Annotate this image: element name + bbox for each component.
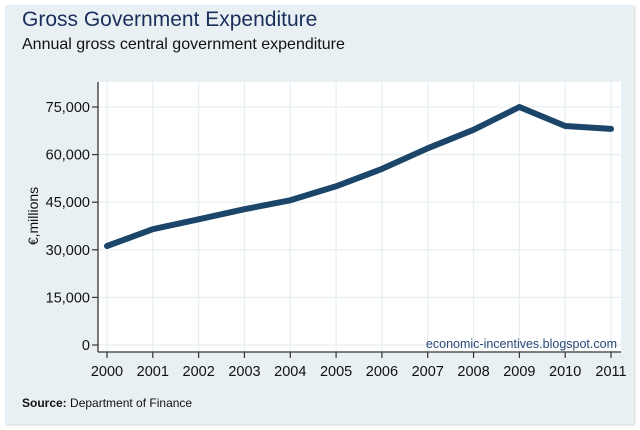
series-line (104, 104, 614, 249)
x-tick-label: 2002 (183, 364, 215, 380)
plot-area (98, 82, 621, 352)
x-tick-label: 2009 (503, 364, 535, 380)
series-group (104, 104, 614, 249)
x-tick-label: 2000 (91, 364, 123, 380)
x-tick-label: 2005 (320, 364, 352, 380)
x-tick-label: 2003 (228, 364, 260, 380)
y-tick-label: 15,000 (46, 290, 90, 306)
x-tick-label: 2007 (412, 364, 444, 380)
x-tick-label: 2004 (274, 364, 306, 380)
x-tick-label: 2001 (137, 364, 169, 380)
x-axis-ticks: 2000 2001 2002 2003 2004 2005 2006 2007 2008 2009… (91, 352, 627, 380)
chart-title: Gross Government Expenditure (22, 8, 318, 31)
x-tick-label: 2006 (366, 364, 398, 380)
source-label: Source: (22, 396, 67, 410)
x-tick-label: 2011 (595, 364, 626, 380)
source-note: Source: Department of Finance (22, 396, 192, 410)
y-tick-label: 30,000 (46, 243, 90, 259)
y-tick-label: 0 (82, 338, 90, 354)
chart-subtitle: Annual gross central government expendit… (22, 36, 345, 53)
y-axis-title: €,millions (25, 187, 41, 245)
source-text: Department of Finance (70, 396, 193, 410)
y-tick-label: 75,000 (46, 100, 90, 116)
axes (97, 82, 621, 353)
y-tick-label: 60,000 (46, 148, 90, 164)
watermark-annotation: economic-incentives.blogspot.com (426, 337, 617, 351)
gridlines (98, 82, 621, 352)
y-tick-label: 45,000 (46, 195, 90, 211)
x-tick-label: 2010 (549, 364, 581, 380)
x-tick-label: 2008 (457, 364, 489, 380)
y-axis-ticks: 0 15,000 30,000 45,000 60,000 75,000 (46, 100, 98, 354)
